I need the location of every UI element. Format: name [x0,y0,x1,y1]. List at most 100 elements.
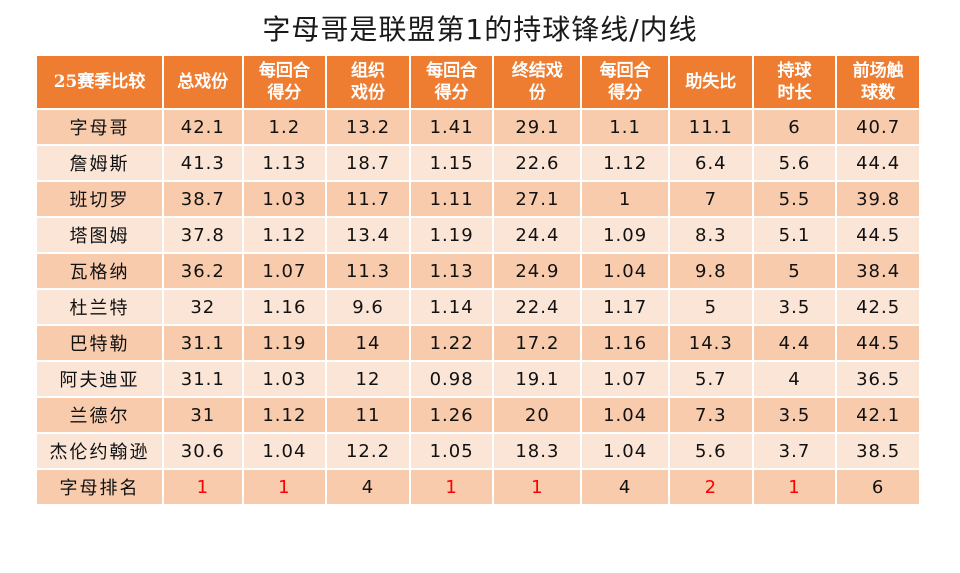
value-cell: 0.98 [410,362,493,396]
rank-cell: 1 [410,470,493,504]
player-name-cell: 巴特勒 [37,326,163,360]
value-cell: 18.3 [494,434,581,468]
player-name-cell: 杜兰特 [37,290,163,324]
rank-cell: 1 [243,470,326,504]
value-cell: 7.3 [670,398,752,432]
table-row: 杜兰特 32 1.16 9.6 1.14 22.4 1.17 5 3.5 42.5 [37,290,919,324]
value-cell: 1.15 [410,146,493,180]
value-cell: 1.09 [582,218,668,252]
value-cell: 31 [164,398,242,432]
value-cell: 30.6 [164,434,242,468]
value-cell: 42.5 [837,290,919,324]
value-cell: 6 [753,110,836,144]
value-cell: 1.13 [243,146,326,180]
value-cell: 42.1 [837,398,919,432]
value-cell: 44.4 [837,146,919,180]
value-cell: 9.8 [670,254,752,288]
value-cell: 1.19 [410,218,493,252]
column-header: 总戏份 [164,56,242,108]
rank-cell: 1 [753,470,836,504]
column-header-line: 得分 [608,83,643,103]
value-cell: 1.04 [582,434,668,468]
value-cell: 1.14 [410,290,493,324]
value-cell: 36.2 [164,254,242,288]
value-cell: 24.9 [494,254,581,288]
value-cell: 7 [670,182,752,216]
table-row: 詹姆斯 41.3 1.13 18.7 1.15 22.6 1.12 6.4 5.6 44.4 [37,146,919,180]
value-cell: 42.1 [164,110,242,144]
value-cell: 12 [327,362,409,396]
value-cell: 12.2 [327,434,409,468]
player-name-cell: 阿夫迪亚 [37,362,163,396]
column-header: 持球 时长 [753,56,836,108]
value-cell: 6.4 [670,146,752,180]
column-header: 组织 戏份 [327,56,409,108]
column-header-line: 25赛季比较 [53,72,146,92]
value-cell: 1.2 [243,110,326,144]
value-cell: 39.8 [837,182,919,216]
value-cell: 31.1 [164,362,242,396]
rank-cell: 1 [164,470,242,504]
player-name-cell: 班切罗 [37,182,163,216]
value-cell: 20 [494,398,581,432]
table-row: 班切罗 38.7 1.03 11.7 1.11 27.1 1 7 5.5 39.8 [37,182,919,216]
value-cell: 1.03 [243,362,326,396]
table-header-row: 25赛季比较 总戏份 每回合 得分 组织 戏份 每回合 得分 终结戏份每回合 得分 助失比 持球 时长前… [37,56,919,108]
value-cell: 13.4 [327,218,409,252]
player-name-cell: 杰伦约翰逊 [37,434,163,468]
value-cell: 1.07 [243,254,326,288]
column-header-line: 得分 [434,83,469,103]
value-cell: 17.2 [494,326,581,360]
column-header-line: 每回合 [599,61,651,81]
value-cell: 5.7 [670,362,752,396]
value-cell: 37.8 [164,218,242,252]
value-cell: 3.5 [753,290,836,324]
value-cell: 29.1 [494,110,581,144]
value-cell: 1.11 [410,182,493,216]
column-header-line: 终结戏 [511,61,563,81]
value-cell: 18.7 [327,146,409,180]
value-cell: 1.04 [582,398,668,432]
value-cell: 5.1 [753,218,836,252]
column-header: 每回合 得分 [243,56,326,108]
table-body: 字母哥 42.1 1.2 13.2 1.41 29.1 1.1 11.1 6 40.7 詹姆斯 41.… [37,110,919,504]
value-cell: 4.4 [753,326,836,360]
value-cell: 1.03 [243,182,326,216]
value-cell: 5.6 [670,434,752,468]
column-header-line: 每回合 [426,61,478,81]
value-cell: 38.5 [837,434,919,468]
value-cell: 5 [670,290,752,324]
table-row: 杰伦约翰逊 30.6 1.04 12.2 1.05 18.3 1.04 5.6 3.7 38.5 [37,434,919,468]
value-cell: 11.1 [670,110,752,144]
column-header-line: 每回合 [258,61,310,81]
value-cell: 22.4 [494,290,581,324]
player-name-cell: 字母排名 [37,470,163,504]
column-header: 终结戏份 [494,56,581,108]
column-header: 25赛季比较 [37,56,163,108]
rank-cell: 2 [670,470,752,504]
table-row: 字母哥 42.1 1.2 13.2 1.41 29.1 1.1 11.1 6 40.7 [37,110,919,144]
column-header-line: 总戏份 [177,72,229,92]
value-cell: 44.5 [837,326,919,360]
value-cell: 32 [164,290,242,324]
value-cell: 1.16 [582,326,668,360]
rank-cell: 4 [582,470,668,504]
column-header-line: 球数 [861,83,896,103]
value-cell: 1.26 [410,398,493,432]
column-header-line: 份 [528,83,546,103]
value-cell: 24.4 [494,218,581,252]
value-cell: 1.19 [243,326,326,360]
value-cell: 22.6 [494,146,581,180]
value-cell: 14.3 [670,326,752,360]
value-cell: 27.1 [494,182,581,216]
value-cell: 1.13 [410,254,493,288]
column-header-line: 助失比 [685,72,737,92]
value-cell: 3.7 [753,434,836,468]
value-cell: 1 [582,182,668,216]
value-cell: 1.12 [243,218,326,252]
table-row: 阿夫迪亚 31.1 1.03 12 0.98 19.1 1.07 5.7 4 36.5 [37,362,919,396]
value-cell: 38.4 [837,254,919,288]
value-cell: 11.7 [327,182,409,216]
value-cell: 11 [327,398,409,432]
column-header: 前场触 球数 [837,56,919,108]
